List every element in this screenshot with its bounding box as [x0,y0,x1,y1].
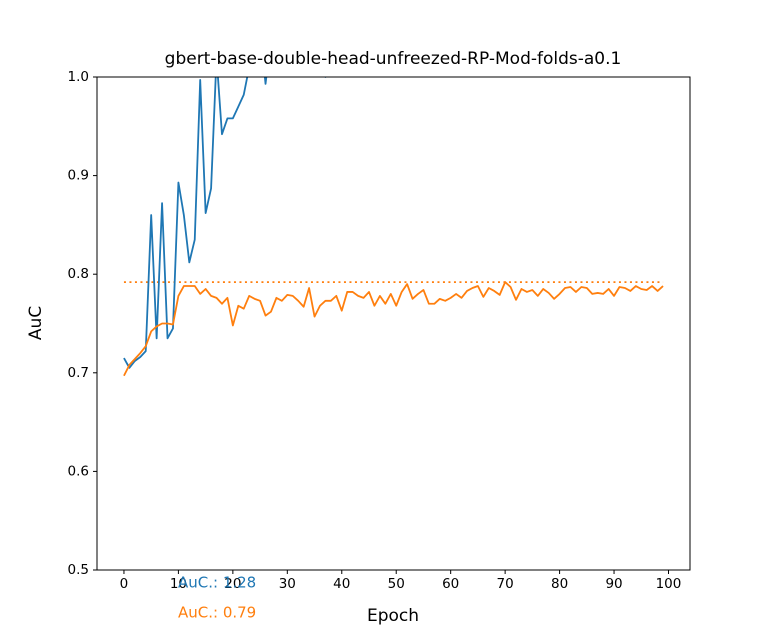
x-tick-label: 0 [120,576,129,592]
y-tick-label: 0.6 [68,463,89,479]
x-tick-label: 20 [224,576,241,592]
x-tick-label: 90 [605,576,622,592]
x-tick-label: 100 [656,576,682,592]
x-tick-label: 60 [442,576,459,592]
y-tick-label: 0.5 [68,562,89,578]
x-tick-label: 80 [551,576,568,592]
annotation: AuC.: 1.28 [178,574,256,592]
y-tick-label: 0.8 [68,266,89,282]
x-tick-label: 70 [497,576,514,592]
axes-frame [96,76,691,571]
y-tick-label: 1.0 [68,69,89,85]
series-line [123,281,664,377]
plot-area [123,77,664,377]
x-tick-label: 10 [170,576,187,592]
x-axis-label: Epoch [367,606,419,626]
x-tick-label: 40 [333,576,350,592]
annotation: AuC.: 0.79 [178,604,256,622]
x-tick-label: 50 [388,576,405,592]
y-axis-label: AuC [26,306,46,340]
y-tick-label: 0.9 [68,168,89,184]
chart-title: gbert-base-double-head-unfreezed-RP-Mod-… [165,49,622,69]
x-tick-label: 30 [279,576,296,592]
series-line [123,77,327,369]
y-tick-label: 0.7 [68,365,89,381]
